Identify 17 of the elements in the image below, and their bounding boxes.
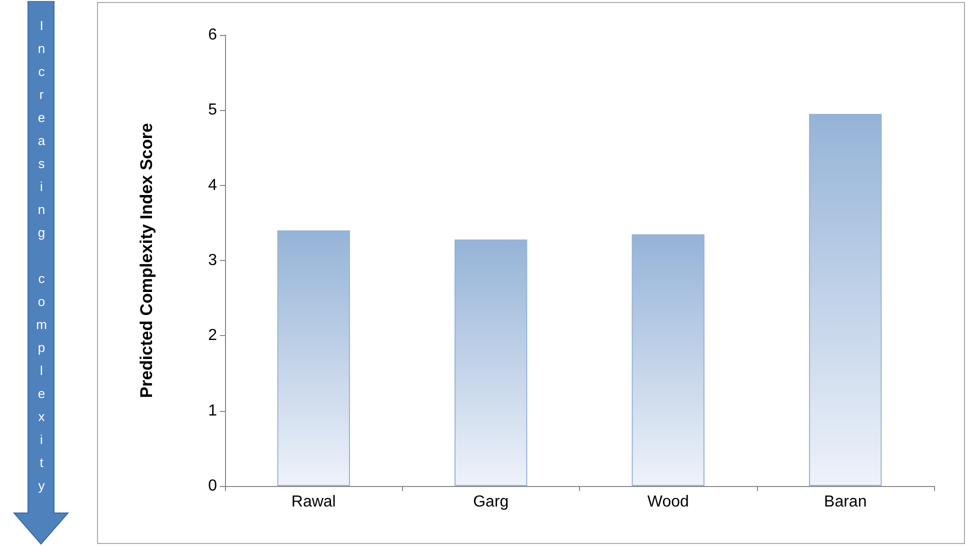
y-tick-label: 2 [208, 327, 218, 344]
text: Increasing complexity [36, 18, 47, 493]
y-tick-label: 3 [208, 252, 218, 269]
y-tick-label: 1 [208, 402, 218, 420]
y-axis-title: Predicted Complexity Index Score [137, 123, 156, 398]
bar [277, 230, 350, 486]
x-tick-label: Garg [473, 494, 509, 510]
bar [454, 239, 528, 486]
bar [809, 114, 882, 486]
bar [632, 234, 704, 486]
x-tick-label: Wood [647, 494, 689, 510]
y-tick-label: 6 [208, 26, 218, 44]
x-tick-label: Baran [824, 494, 867, 510]
y-tick-label: 0 [208, 478, 218, 494]
y-tick-label: 5 [208, 102, 218, 119]
y-tick-label: 4 [208, 176, 218, 194]
x-tick-label: Rawal [291, 494, 336, 510]
